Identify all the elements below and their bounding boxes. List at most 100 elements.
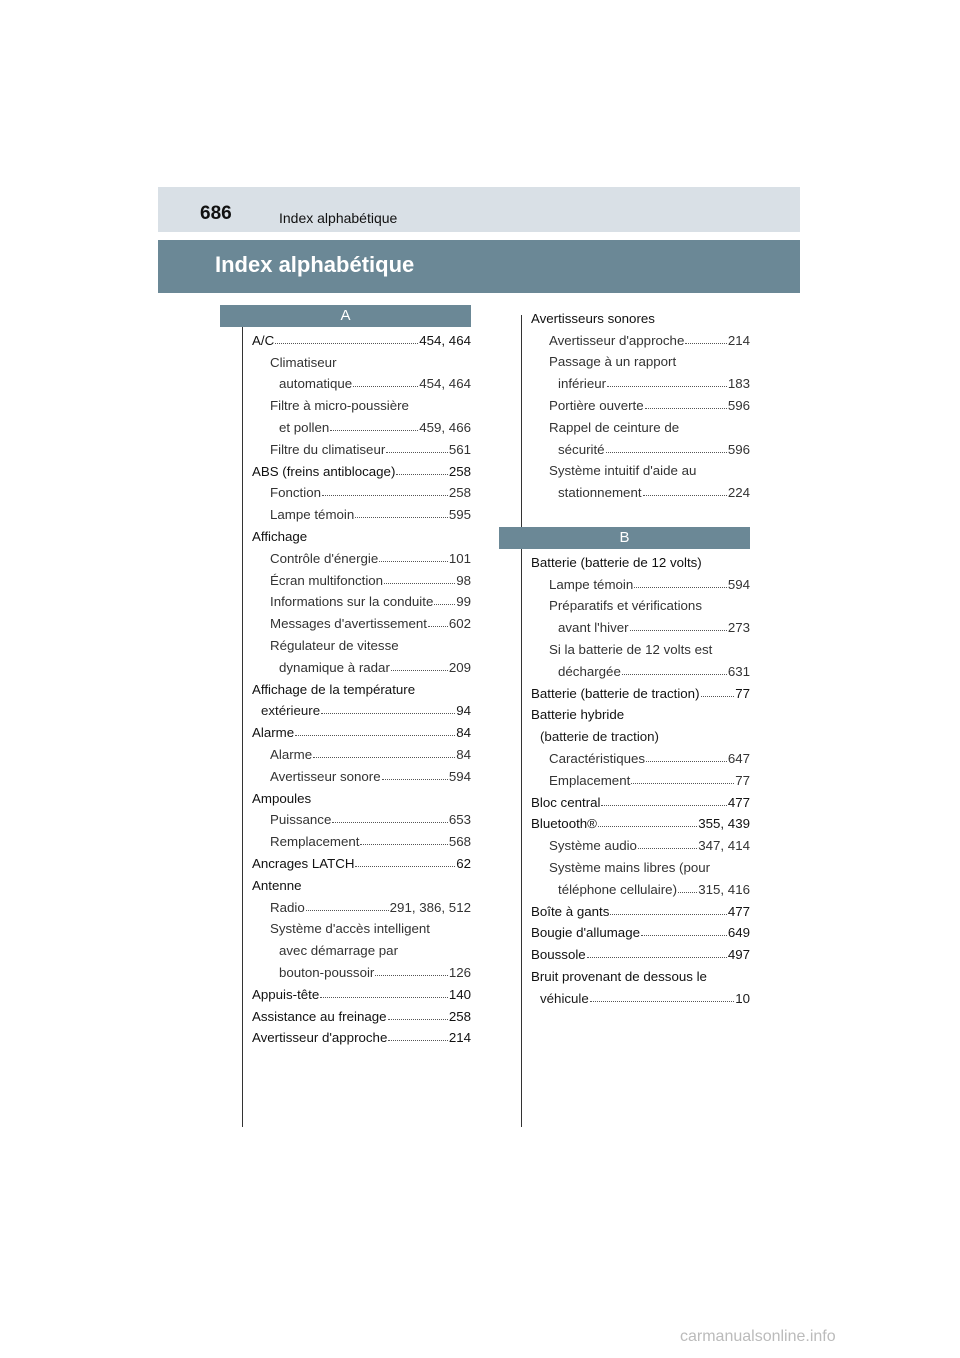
- dot-leader: [396, 473, 448, 475]
- entry-page-reference: 98: [456, 572, 471, 588]
- index-entry: Radio 291, 386, 512: [252, 893, 471, 915]
- index-entry: Écran multifonction 98: [252, 566, 471, 588]
- entry-term: Ampoules: [252, 790, 312, 806]
- dot-leader: [621, 673, 727, 675]
- dot-leader: [381, 778, 448, 780]
- index-entry: Bruit provenant de dessous le: [531, 962, 750, 984]
- entry-page-reference: 77: [735, 772, 750, 788]
- dot-leader: [434, 604, 456, 606]
- entry-page-reference: 595: [448, 507, 471, 523]
- entry-term: Passage à un rapport: [549, 354, 677, 370]
- dot-leader: [637, 848, 698, 850]
- dot-leader: [685, 342, 727, 344]
- entry-term: extérieure: [261, 703, 321, 719]
- entry-term: Affichage: [252, 528, 308, 544]
- dot-leader: [428, 626, 448, 628]
- entry-term: Préparatifs et vérifications: [549, 598, 702, 614]
- entry-term: A/C: [252, 332, 275, 348]
- entry-term: Ancrages LATCH: [252, 855, 355, 871]
- dot-leader: [601, 804, 727, 806]
- entry-page-reference: 594: [727, 576, 750, 592]
- entry-page-reference: 214: [727, 332, 750, 348]
- entry-page-reference: 454, 464: [419, 332, 471, 348]
- entry-term: bouton-poussoir: [279, 964, 375, 980]
- dot-leader: [607, 386, 727, 388]
- index-entry: avec démarrage par: [252, 936, 471, 958]
- entry-term: Remplacement: [270, 834, 360, 850]
- index-entry: dynamique à radar 209: [252, 653, 471, 675]
- entry-page-reference: 649: [727, 925, 750, 941]
- watermark: carmanualsonline.info: [680, 1328, 836, 1345]
- index-entry: Remplacement 568: [252, 827, 471, 849]
- entry-page-reference: 140: [448, 986, 471, 1002]
- entry-page-reference: 273: [727, 620, 750, 636]
- index-entry: Batterie hybride: [531, 701, 750, 722]
- entry-term: Alarme: [252, 725, 295, 741]
- dot-leader: [634, 586, 727, 588]
- index-entry: inférieur 183: [531, 369, 750, 391]
- dot-leader: [295, 735, 456, 737]
- entry-term: automatique: [279, 376, 353, 392]
- index-column-right: Batterie (batterie de 12 volts) Lampe tém…: [531, 548, 750, 1006]
- entry-term: déchargée: [558, 663, 621, 679]
- index-entry: Emplacement 77: [531, 766, 750, 788]
- index-entry: ABS (freins antiblocage) 258: [252, 457, 471, 479]
- entry-page-reference: 596: [727, 397, 750, 413]
- entry-term: Système audio: [549, 838, 637, 854]
- dot-leader: [589, 1000, 735, 1002]
- index-entry: Assistance au freinage 258: [252, 1002, 471, 1024]
- index-entry: Passage à un rapport: [531, 348, 750, 370]
- entry-page-reference: 183: [727, 376, 750, 392]
- index-entry: Alarme 84: [252, 740, 471, 762]
- entry-page-reference: 209: [448, 659, 471, 675]
- entry-term: ABS (freins antiblocage): [252, 463, 396, 479]
- dot-leader: [379, 560, 448, 562]
- index-entry: A/C 454, 464: [252, 326, 471, 348]
- entry-page-reference: 62: [456, 855, 471, 871]
- entry-page-reference: 596: [727, 441, 750, 457]
- entry-term: Bloc central: [531, 794, 601, 810]
- index-entry: Antenne: [252, 871, 471, 893]
- index-entry: Régulateur de vitesse: [252, 631, 471, 653]
- index-entry: Puissance 653: [252, 806, 471, 827]
- index-entry: Bluetooth® 355, 439: [531, 810, 750, 831]
- entry-term: avant l'hiver: [558, 620, 629, 636]
- entry-term: stationnement: [558, 485, 642, 501]
- entry-page-reference: 291, 386, 512: [389, 899, 471, 915]
- entry-page-reference: 214: [448, 1030, 471, 1046]
- index-entry: Lampe témoin 594: [531, 570, 750, 592]
- dot-leader: [353, 386, 419, 388]
- entry-term: inférieur: [558, 376, 607, 392]
- index-entry: automatique 454, 464: [252, 370, 471, 392]
- dot-leader: [375, 974, 448, 976]
- entry-term: Emplacement: [549, 772, 631, 788]
- index-entry: déchargée 631: [531, 657, 750, 679]
- dot-leader: [355, 517, 448, 519]
- column-rule-left: [242, 315, 243, 1127]
- dot-leader: [646, 760, 727, 762]
- index-entry: Alarme 84: [252, 718, 471, 740]
- index-entry: Boîte à gants 477: [531, 897, 750, 919]
- entry-term: Avertisseur sonore: [270, 768, 381, 784]
- index-entry: Système intuitif d'aide au: [531, 457, 750, 478]
- entry-term: Contrôle d'énergie: [270, 550, 379, 566]
- entry-term: téléphone cellulaire): [558, 881, 678, 897]
- running-title: Index alphabétique: [279, 210, 398, 226]
- entry-page-reference: 101: [448, 550, 471, 566]
- index-entry: Filtre du climatiseur 561: [252, 435, 471, 457]
- entry-page-reference: 94: [456, 703, 471, 719]
- entry-page-reference: 84: [456, 746, 471, 762]
- index-entry: sécurité 596: [531, 435, 750, 457]
- entry-term: Alarme: [270, 746, 313, 762]
- entry-page-reference: 99: [456, 594, 471, 610]
- dot-leader: [598, 826, 698, 828]
- entry-term: Lampe témoin: [549, 576, 634, 592]
- entry-page-reference: 315, 416: [698, 881, 750, 897]
- index-entry: bouton-poussoir 126: [252, 958, 471, 980]
- entry-page-reference: 477: [727, 903, 750, 919]
- section-letter-a: A: [220, 305, 471, 327]
- entry-term: sécurité: [558, 441, 605, 457]
- entry-term: Rappel de ceinture de: [549, 419, 680, 435]
- entry-term: Climatiseur: [270, 354, 337, 370]
- index-entry: Contrôle d'énergie 101: [252, 544, 471, 566]
